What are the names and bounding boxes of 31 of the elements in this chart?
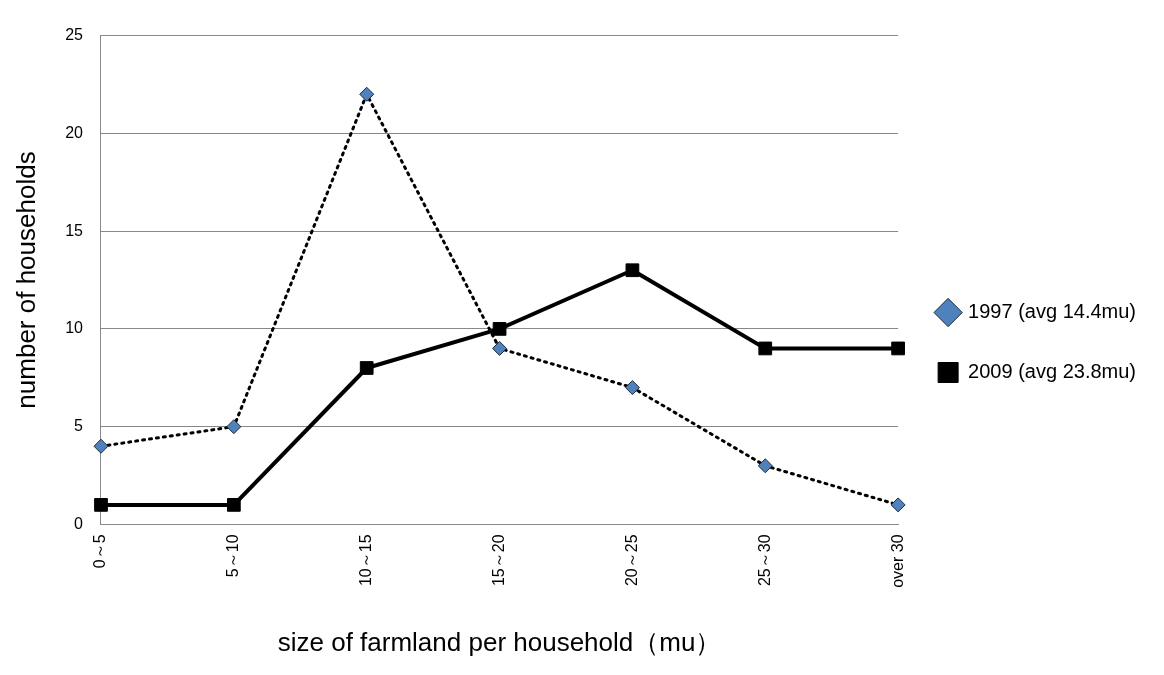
point	[624, 380, 640, 396]
y-tick-label: 20	[65, 123, 84, 141]
legend-label: 2009 (avg 23.8mu)	[968, 360, 1137, 383]
x-tick-label: 0～5	[91, 534, 109, 569]
x-axis-title: size of farmland per household（mu）	[277, 626, 722, 657]
point	[492, 340, 508, 356]
y-tick-label: 0	[74, 514, 84, 532]
point	[226, 498, 241, 512]
x-tick-label: 20～25	[622, 534, 640, 587]
x-tick-label: 25～30	[755, 534, 773, 587]
x-tick-label: 10～15	[357, 534, 375, 587]
y-tick-label: 25	[65, 26, 84, 44]
point	[492, 322, 507, 336]
y-tick-label: 5	[74, 417, 84, 435]
point	[94, 498, 108, 512]
x-tick-label: 15～20	[489, 534, 507, 587]
point	[757, 458, 773, 474]
y-tick-label: 15	[65, 221, 84, 239]
point	[93, 438, 109, 454]
point	[359, 86, 375, 102]
y-tick-label: 10	[65, 319, 84, 337]
point	[891, 341, 905, 356]
point	[359, 361, 374, 375]
point	[226, 419, 242, 435]
x-tick-label: over 30	[888, 534, 906, 588]
x-tick-label: 5～10	[224, 534, 242, 578]
point	[890, 497, 906, 513]
legend-label: 1997 (avg 14.4mu)	[968, 300, 1137, 323]
point	[758, 341, 773, 356]
point	[625, 263, 640, 278]
y-axis-title: number of households	[10, 151, 41, 409]
